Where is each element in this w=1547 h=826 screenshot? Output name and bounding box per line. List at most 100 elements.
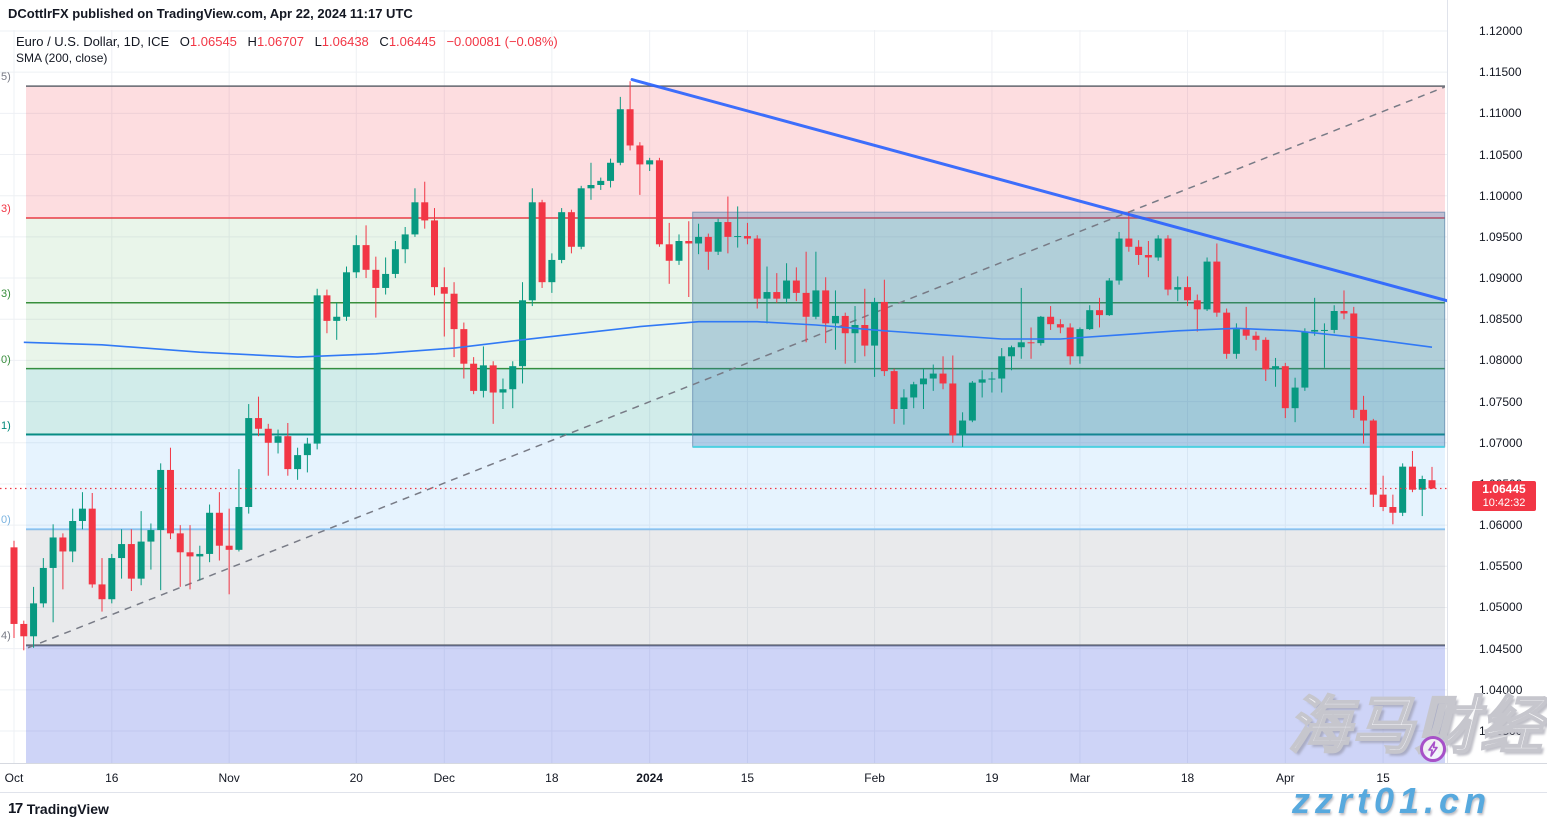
candle[interactable]	[841, 312, 849, 364]
candle[interactable]	[1360, 395, 1368, 444]
candle[interactable]	[69, 508, 77, 563]
candle[interactable]	[1232, 323, 1240, 359]
candle[interactable]	[978, 370, 986, 398]
candle[interactable]	[1115, 231, 1123, 285]
candle[interactable]	[59, 533, 67, 590]
candle[interactable]	[1066, 323, 1074, 365]
candle[interactable]	[39, 558, 47, 608]
candle[interactable]	[988, 371, 996, 393]
candle[interactable]	[196, 545, 204, 581]
candle[interactable]	[313, 288, 321, 450]
candle[interactable]	[479, 346, 487, 398]
candle[interactable]	[352, 235, 360, 279]
candle[interactable]	[919, 368, 927, 409]
candle[interactable]	[294, 447, 302, 480]
candle[interactable]	[1291, 377, 1299, 423]
candle[interactable]	[900, 389, 908, 425]
candle[interactable]	[1086, 305, 1094, 330]
candle[interactable]	[665, 222, 673, 284]
candle[interactable]	[342, 266, 350, 321]
candle[interactable]	[1213, 243, 1221, 317]
candle[interactable]	[724, 196, 732, 254]
candle[interactable]	[1379, 475, 1387, 512]
candle[interactable]	[1037, 315, 1045, 346]
sma-200-line[interactable]	[23, 320, 1433, 358]
candle[interactable]	[851, 306, 859, 363]
candle[interactable]	[1428, 466, 1436, 490]
candle[interactable]	[519, 282, 527, 384]
candle[interactable]	[254, 396, 262, 437]
candle[interactable]	[1281, 362, 1289, 419]
candle[interactable]	[1007, 345, 1015, 371]
symbol-legend[interactable]: Euro / U.S. Dollar, 1D, ICE O1.06545 H1.…	[16, 34, 558, 49]
candle[interactable]	[108, 553, 116, 604]
price-axis[interactable]: 1.12000 1.11500 1.11000 1.10500 1.10000 1.095…	[1447, 0, 1547, 792]
candle[interactable]	[792, 267, 800, 302]
candle[interactable]	[675, 234, 683, 265]
candle[interactable]	[1076, 327, 1084, 364]
candle[interactable]	[225, 508, 233, 595]
candle[interactable]	[1096, 297, 1104, 328]
candle[interactable]	[802, 251, 810, 343]
candle[interactable]	[538, 199, 546, 288]
candle[interactable]	[421, 181, 429, 229]
candle[interactable]	[880, 279, 888, 377]
candle[interactable]	[1350, 306, 1358, 419]
candle[interactable]	[1154, 235, 1162, 261]
candle[interactable]	[127, 529, 135, 591]
candle[interactable]	[1144, 241, 1152, 278]
candle[interactable]	[548, 253, 556, 293]
candle[interactable]	[1389, 494, 1397, 525]
candle[interactable]	[861, 288, 869, 357]
candle[interactable]	[215, 492, 223, 561]
time-axis[interactable]: Oct 16 Nov 20 Dec 18 2024 15 Feb 19 Mar 18 Apr 15	[0, 763, 1547, 793]
candle[interactable]	[1262, 337, 1270, 381]
candle[interactable]	[382, 257, 390, 295]
candle[interactable]	[646, 157, 654, 171]
candle[interactable]	[1105, 278, 1113, 316]
candle[interactable]	[695, 223, 703, 255]
candle[interactable]	[822, 277, 830, 344]
tradingview-logo[interactable]: 17 TradingView	[8, 800, 109, 817]
candle[interactable]	[1047, 306, 1055, 330]
candle[interactable]	[910, 381, 918, 409]
candle[interactable]	[1311, 297, 1319, 336]
candle[interactable]	[20, 620, 28, 651]
candle[interactable]	[245, 404, 253, 514]
candle[interactable]	[616, 96, 624, 166]
candle[interactable]	[333, 302, 341, 340]
candle[interactable]	[949, 355, 957, 443]
candle[interactable]	[235, 469, 243, 552]
candle[interactable]	[1164, 235, 1172, 296]
candle[interactable]	[362, 225, 370, 279]
candle[interactable]	[323, 289, 331, 334]
candle[interactable]	[186, 525, 194, 590]
candle[interactable]	[831, 290, 839, 350]
candle[interactable]	[871, 297, 879, 377]
descending-resistance[interactable]	[630, 78, 1454, 303]
candle[interactable]	[636, 142, 644, 195]
candle[interactable]	[264, 423, 272, 476]
candle[interactable]	[274, 429, 282, 454]
candle[interactable]	[577, 185, 585, 250]
candle[interactable]	[372, 256, 380, 318]
candle[interactable]	[431, 208, 439, 296]
candle[interactable]	[773, 273, 781, 303]
candle[interactable]	[607, 158, 615, 188]
candle[interactable]	[714, 218, 722, 255]
candle[interactable]	[49, 524, 57, 623]
candle[interactable]	[1017, 287, 1025, 359]
candle[interactable]	[1184, 276, 1192, 307]
candle[interactable]	[939, 356, 947, 390]
candle[interactable]	[734, 206, 742, 248]
candle[interactable]	[118, 529, 126, 579]
candle[interactable]	[685, 221, 693, 297]
candle[interactable]	[450, 282, 458, 358]
candle[interactable]	[284, 423, 292, 476]
candle[interactable]	[30, 586, 38, 648]
candle[interactable]	[1252, 331, 1260, 351]
candle[interactable]	[959, 412, 967, 447]
candle[interactable]	[968, 381, 976, 423]
candle[interactable]	[391, 241, 399, 279]
candle[interactable]	[1408, 451, 1416, 493]
